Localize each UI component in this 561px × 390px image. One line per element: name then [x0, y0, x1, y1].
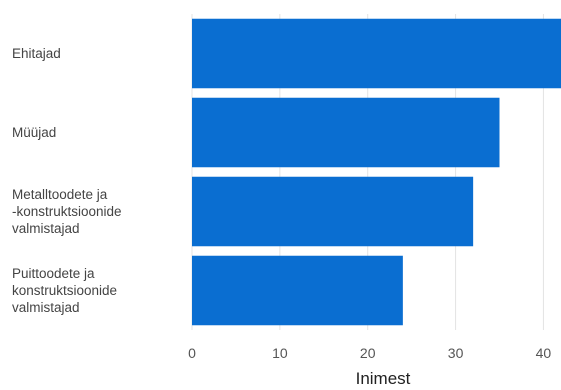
x-tick-label: 20 [360, 345, 376, 361]
bar-1 [192, 18, 561, 89]
category-label-1: Ehitajad [12, 46, 61, 61]
x-axis-title: Inimest [356, 369, 411, 388]
bar-2 [192, 97, 500, 168]
category-label-4: Puittoodete ja konstruktsioonide valmist… [12, 266, 118, 315]
category-label-3: Metalltoodete ja -konstruktsioonide valm… [12, 187, 122, 236]
bar-3 [192, 176, 474, 247]
bar-4 [192, 255, 403, 326]
x-tick-label: 0 [188, 345, 196, 361]
category-label-2: Müüjad [12, 125, 57, 140]
x-tick-label: 30 [448, 345, 464, 361]
x-tick-label: 10 [272, 345, 288, 361]
x-tick-label: 40 [536, 345, 552, 361]
x-axis-ticks: 0 10 20 30 40 [188, 345, 551, 361]
bars [192, 18, 561, 326]
